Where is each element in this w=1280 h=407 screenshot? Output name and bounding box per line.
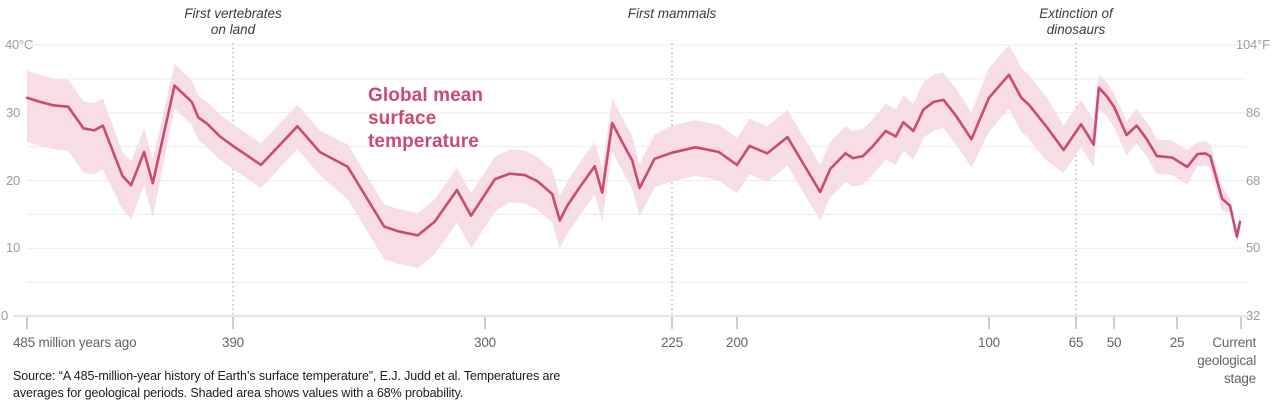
x-axis-label: 50: [1106, 335, 1122, 350]
temperature-line: [25, 73, 1242, 238]
y-axis-label-fahrenheit: 50: [1246, 240, 1261, 256]
x-axis-label: 200: [726, 335, 748, 350]
x-axis-label: 390: [222, 335, 244, 350]
y-axis-label-fahrenheit: 68: [1246, 172, 1261, 188]
annotation-label: First vertebrates on land: [184, 6, 282, 37]
x-axis-label: 65: [1068, 335, 1084, 350]
annotation-label: Extinction of dinosaurs: [1039, 6, 1113, 37]
x-axis-label: 100: [978, 335, 1000, 350]
y-axis-label-celsius: 0: [1, 308, 9, 323]
y-axis-label-celsius: 20: [6, 172, 21, 188]
y-axis-label-fahrenheit: 32: [1246, 308, 1261, 323]
annotation-label: First mammals: [627, 6, 717, 21]
y-axis-label-fahrenheit: 86: [1246, 104, 1261, 120]
x-axis-label: 485 million years ago: [13, 335, 137, 350]
source-note: Source: “A 485-million-year history of E…: [13, 369, 561, 400]
x-axis-label: 300: [474, 335, 496, 350]
x-axis-label: 25: [1169, 335, 1185, 350]
x-axis-label: 225: [661, 335, 683, 350]
y-axis-label-celsius: 30: [6, 104, 21, 120]
y-axis-label-celsius: 10: [6, 240, 21, 256]
series-title: Global mean surface temperature: [368, 85, 484, 152]
y-axis-label-fahrenheit: 104°F: [1236, 37, 1270, 52]
y-axis-label-celsius: 40°C: [5, 37, 34, 52]
x-axis-label: Current geological stage: [1197, 335, 1256, 386]
